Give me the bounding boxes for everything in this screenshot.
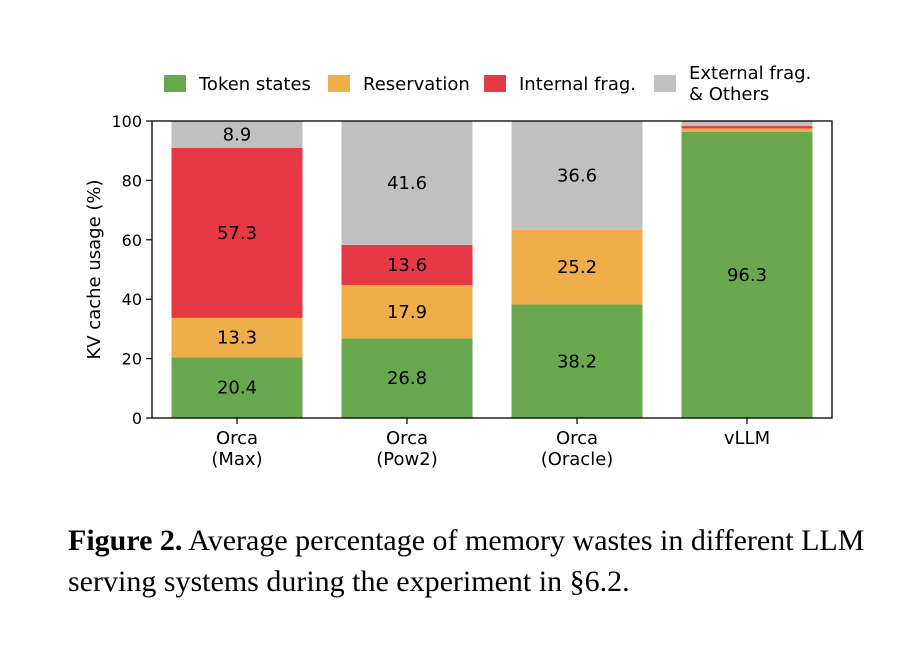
x-axis: Orca(Max)Orca(Pow2)Orca(Oracle)vLLM xyxy=(211,418,770,470)
caption-lead: Figure 2. xyxy=(68,524,183,557)
data-label: 8.9 xyxy=(223,125,252,146)
bar-segment xyxy=(511,229,643,305)
bar-segment xyxy=(171,147,303,318)
bars-group xyxy=(171,121,813,419)
x-tick-label: Orca xyxy=(386,428,428,449)
y-tick-label: 40 xyxy=(122,290,142,309)
x-tick-label: Orca xyxy=(216,428,258,449)
legend-label: Token states xyxy=(198,74,311,95)
legend-swatch xyxy=(164,75,186,92)
bar-segment xyxy=(341,121,473,245)
legend-swatch xyxy=(484,75,506,92)
data-label: 41.6 xyxy=(387,173,427,194)
legend-label: External frag. xyxy=(689,63,811,84)
legend: Token states Reservation Internal frag. Ext… xyxy=(164,63,811,105)
bar-segment xyxy=(681,131,813,419)
data-label: 20.4 xyxy=(217,378,257,399)
bar-segment xyxy=(681,121,813,127)
bar-segment xyxy=(171,121,303,148)
legend-label: Internal frag. xyxy=(519,74,636,95)
bar-segment xyxy=(171,317,303,358)
data-labels-group: 20.4 13.3 57.3 8.9 26.8 17.9 13.6 41.6 38.2 25.2 3… xyxy=(217,125,767,399)
data-label: 96.3 xyxy=(727,265,767,286)
bar-segment xyxy=(341,285,473,339)
bar-segment xyxy=(341,338,473,418)
y-tick-label: 0 xyxy=(132,409,142,428)
data-label: 13.3 xyxy=(217,328,257,349)
data-label: 57.3 xyxy=(217,223,257,244)
data-label: 36.6 xyxy=(557,165,597,186)
y-tick-label: 100 xyxy=(111,112,142,131)
x-tick-label: (Max) xyxy=(211,449,262,470)
bar-segment xyxy=(681,126,813,129)
y-axis-label: KV cache usage (%) xyxy=(84,179,105,359)
stacked-bar-chart: Token states Reservation Internal frag. Ext… xyxy=(84,63,833,470)
plot-frame xyxy=(151,120,833,419)
y-tick-label: 80 xyxy=(122,171,142,190)
legend-swatch xyxy=(328,75,350,92)
legend-label: Reservation xyxy=(363,74,470,95)
data-label: 38.2 xyxy=(557,351,597,372)
bar-segment xyxy=(341,244,473,286)
data-label: 17.9 xyxy=(387,302,427,323)
data-label: 25.2 xyxy=(557,257,597,278)
x-tick-label: (Pow2) xyxy=(376,449,437,470)
legend-label: & Others xyxy=(689,84,769,105)
x-tick-label: Orca xyxy=(556,428,598,449)
caption-text: Average percentage of memory wastes in d… xyxy=(68,524,865,598)
data-label: 13.6 xyxy=(387,255,427,276)
bar-segment xyxy=(511,121,643,230)
y-tick-label: 20 xyxy=(122,350,142,369)
x-tick-label: (Oracle) xyxy=(541,449,614,470)
legend-swatch xyxy=(654,75,676,92)
y-axis: 0 20 40 60 80 100 xyxy=(111,112,152,428)
y-tick-label: 60 xyxy=(122,231,142,250)
x-tick-label: vLLM xyxy=(724,428,770,449)
bar-segment xyxy=(681,128,813,132)
bar-segment xyxy=(171,357,303,418)
figure-caption: Figure 2. Average percentage of memory w… xyxy=(68,520,888,602)
bar-segment xyxy=(511,304,643,418)
data-label: 26.8 xyxy=(387,368,427,389)
